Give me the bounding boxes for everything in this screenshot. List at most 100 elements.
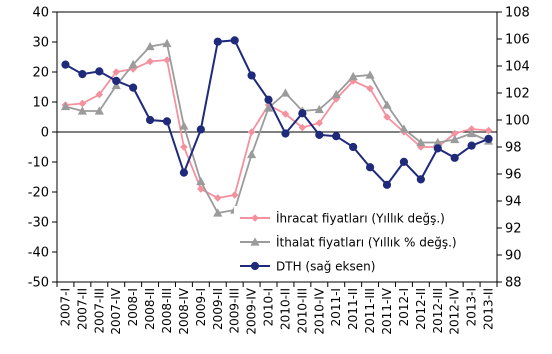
x-axis-tick-label: 2009-I	[194, 288, 208, 326]
legend-label: İthalat fiyatları (Yıllık % değş.)	[276, 235, 457, 250]
series-2	[61, 36, 493, 189]
data-point	[467, 141, 476, 150]
data-point	[331, 89, 341, 99]
data-point	[281, 129, 290, 138]
data-point	[264, 95, 273, 104]
legend-background	[234, 206, 486, 276]
x-axis-tick-label: 2009-IV	[245, 287, 259, 334]
right-axis-tick-label: 104	[505, 60, 530, 75]
x-axis-tick-label: 2012-IV	[448, 287, 462, 334]
data-point	[433, 144, 442, 153]
data-point	[247, 149, 257, 159]
x-axis-tick-label: 2010-II	[278, 288, 292, 330]
right-axis-tick-label: 92	[505, 222, 522, 237]
data-point	[128, 59, 138, 69]
x-axis-tick-label: 2010-IV	[312, 287, 326, 334]
x-axis-tick-label: 2013-I	[465, 288, 479, 326]
data-point	[145, 41, 155, 51]
data-point	[298, 109, 307, 118]
data-point	[280, 88, 291, 97]
right-axis-tick-label: 102	[505, 87, 530, 102]
data-point	[450, 134, 460, 144]
x-axis-tick-label: 2009-II	[211, 288, 225, 330]
data-point	[263, 103, 274, 112]
left-axis-tick-label: -40	[28, 246, 49, 261]
data-point	[365, 163, 375, 172]
data-point	[247, 128, 256, 136]
series-0	[61, 56, 493, 202]
right-axis-tick-label: 90	[505, 249, 522, 264]
data-point	[365, 70, 375, 79]
x-axis-tick-label: 2011-II	[346, 288, 360, 330]
data-point	[145, 115, 155, 125]
data-point	[349, 142, 358, 152]
data-point	[399, 124, 409, 133]
data-point	[450, 153, 459, 162]
x-axis-tick-label: 2007-II	[75, 288, 89, 330]
left-axis-tick-label: 40	[32, 6, 49, 21]
right-axis-tick-label: 108	[505, 6, 530, 21]
series-line	[64, 39, 489, 187]
x-axis-tick-label: 2007-III	[92, 288, 106, 334]
x-axis-tick-label: 2008-III	[160, 288, 174, 334]
data-point	[484, 126, 493, 135]
x-axis-tick-label: 2009-III	[228, 288, 242, 334]
data-point	[146, 57, 154, 66]
series-layer	[60, 36, 494, 217]
right-axis-tick-label: 106	[505, 33, 530, 48]
data-point	[281, 110, 290, 118]
data-point	[95, 90, 104, 99]
data-point	[484, 134, 493, 143]
data-point	[78, 70, 87, 79]
data-point	[450, 129, 459, 138]
x-axis-tick-label: 2008-II	[143, 288, 157, 330]
data-point	[230, 36, 239, 45]
x-axis-tick-label: 2010-III	[295, 288, 309, 334]
data-point	[95, 67, 104, 76]
right-axis-tick-label: 88	[505, 276, 522, 291]
data-point	[78, 99, 87, 108]
data-point	[383, 113, 391, 121]
data-point	[179, 168, 189, 177]
data-point	[213, 208, 223, 217]
left-axis-tick-label: -10	[28, 156, 49, 171]
data-point	[179, 121, 189, 130]
right-axis-tick-label: 94	[505, 195, 522, 210]
data-point	[416, 137, 426, 147]
data-point	[163, 56, 171, 64]
series-line	[65, 59, 489, 199]
legend: İhracat fiyatları (Yıllık değş.) İthalat …	[234, 206, 486, 276]
data-point	[111, 80, 121, 90]
data-point	[213, 37, 222, 46]
legend-item: DTH (sağ eksen)	[240, 260, 375, 274]
data-point	[61, 60, 70, 69]
legend-label: İhracat fiyatları (Yıllık değş.)	[276, 211, 445, 226]
data-point	[399, 157, 409, 166]
data-point	[94, 106, 104, 115]
legend-label: DTH (sağ eksen)	[276, 260, 375, 274]
left-axis-tick-label: 0	[41, 126, 49, 141]
data-point	[197, 185, 205, 193]
data-point	[230, 191, 239, 199]
data-point	[315, 130, 324, 139]
data-point	[129, 83, 138, 92]
data-point	[162, 38, 172, 48]
x-axis-tick-label: 2007-IV	[109, 287, 123, 334]
data-point	[467, 128, 477, 138]
axes-layer: -50 -40 -30 -20 -10 0 10 20 30 40 88 90 92 94 96 98 100 1…	[28, 6, 530, 335]
left-axis-tick-label: -50	[28, 276, 49, 291]
data-point	[382, 100, 392, 109]
legend-swatch-marker	[250, 237, 260, 246]
right-axis-tick-label: 100	[505, 114, 530, 129]
data-point	[180, 143, 188, 151]
data-point	[247, 71, 256, 80]
data-point	[366, 84, 374, 93]
right-axis-tick-label: 98	[505, 141, 522, 156]
right-axis-tick-label: 96	[505, 168, 522, 183]
data-point	[332, 132, 341, 141]
x-axis-tick-label: 2013-II	[482, 288, 496, 330]
data-point	[433, 137, 443, 147]
data-point	[196, 176, 206, 186]
